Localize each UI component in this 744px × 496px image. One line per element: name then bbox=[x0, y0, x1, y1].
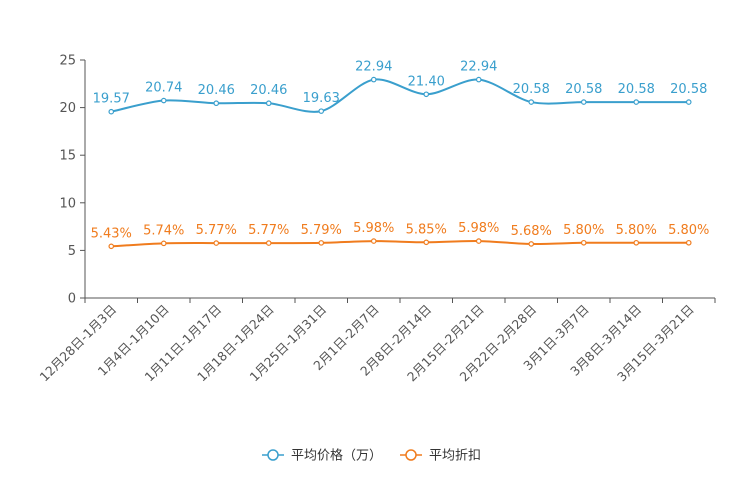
data-label-avg-discount: 5.80% bbox=[668, 223, 709, 238]
data-label-avg-discount: 5.43% bbox=[91, 226, 132, 241]
data-point-avg-price[interactable] bbox=[528, 99, 535, 105]
data-label-avg-price: 22.94 bbox=[355, 60, 392, 75]
data-label-avg-price: 20.58 bbox=[670, 82, 707, 97]
data-label-avg-price: 20.46 bbox=[250, 83, 287, 98]
data-point-avg-price[interactable] bbox=[475, 76, 482, 83]
data-label-avg-discount: 5.80% bbox=[616, 223, 657, 238]
data-label-avg-price: 21.40 bbox=[408, 74, 445, 89]
data-point-avg-price[interactable] bbox=[318, 108, 325, 114]
legend-marker-avg-discount bbox=[405, 449, 417, 461]
data-label-avg-price: 20.74 bbox=[145, 81, 182, 96]
y-tick-label: 25 bbox=[59, 54, 76, 69]
data-label-avg-price: 20.58 bbox=[565, 82, 602, 97]
data-point-avg-discount[interactable] bbox=[160, 240, 167, 247]
y-tick-label: 15 bbox=[59, 149, 76, 164]
data-point-avg-discount[interactable] bbox=[475, 238, 482, 244]
data-point-avg-discount[interactable] bbox=[318, 240, 325, 246]
data-point-avg-discount[interactable] bbox=[528, 241, 535, 247]
data-point-avg-discount[interactable] bbox=[580, 239, 587, 246]
data-label-avg-discount: 5.79% bbox=[301, 223, 342, 238]
legend-label-avg-discount: 平均折扣 bbox=[429, 449, 481, 464]
legend-item-avg-discount[interactable]: 平均折扣 bbox=[400, 449, 481, 464]
data-label-avg-discount: 5.85% bbox=[406, 222, 447, 237]
data-point-avg-discount[interactable] bbox=[213, 240, 220, 246]
data-point-avg-discount[interactable] bbox=[633, 239, 640, 246]
data-point-avg-price[interactable] bbox=[580, 99, 587, 105]
legend-label-avg-price: 平均价格（万） bbox=[291, 448, 382, 464]
y-tick-label: 20 bbox=[59, 101, 76, 116]
data-point-avg-price[interactable] bbox=[633, 99, 640, 105]
data-label-avg-discount: 5.98% bbox=[353, 221, 394, 236]
data-label-avg-price: 20.46 bbox=[198, 83, 235, 98]
y-tick-label: 0 bbox=[68, 292, 76, 307]
data-label-avg-discount: 5.74% bbox=[143, 223, 184, 238]
data-point-avg-price[interactable] bbox=[685, 99, 692, 105]
data-label-avg-discount: 5.80% bbox=[563, 223, 604, 238]
data-label-avg-price: 22.94 bbox=[460, 60, 497, 75]
data-point-avg-discount[interactable] bbox=[108, 243, 115, 250]
data-point-avg-price[interactable] bbox=[265, 100, 272, 107]
legend-item-avg-price[interactable]: 平均价格（万） bbox=[262, 448, 382, 464]
data-label-avg-price: 20.58 bbox=[618, 82, 655, 97]
data-point-avg-price[interactable] bbox=[108, 108, 115, 115]
data-label-avg-discount: 5.68% bbox=[511, 224, 552, 239]
data-point-avg-price[interactable] bbox=[213, 100, 220, 107]
data-label-avg-discount: 5.98% bbox=[458, 221, 499, 236]
legend-marker-avg-price bbox=[267, 449, 279, 461]
series-line-avg-price bbox=[111, 78, 689, 113]
data-point-avg-price[interactable] bbox=[423, 91, 430, 98]
data-label-avg-price: 19.57 bbox=[93, 92, 130, 107]
data-point-avg-price[interactable] bbox=[160, 97, 167, 104]
data-label-avg-price: 19.63 bbox=[303, 91, 340, 106]
y-tick-label: 5 bbox=[68, 244, 76, 259]
data-label-avg-price: 20.58 bbox=[513, 82, 550, 97]
data-point-avg-discount[interactable] bbox=[423, 239, 430, 246]
y-tick-label: 10 bbox=[59, 196, 76, 211]
data-label-avg-discount: 5.77% bbox=[196, 223, 237, 238]
series-line-avg-discount bbox=[111, 240, 689, 248]
data-point-avg-discount[interactable] bbox=[685, 239, 692, 246]
data-label-avg-discount: 5.77% bbox=[248, 223, 289, 238]
data-point-avg-discount[interactable] bbox=[370, 238, 377, 244]
data-point-avg-price[interactable] bbox=[370, 76, 377, 83]
data-point-avg-discount[interactable] bbox=[265, 240, 272, 246]
